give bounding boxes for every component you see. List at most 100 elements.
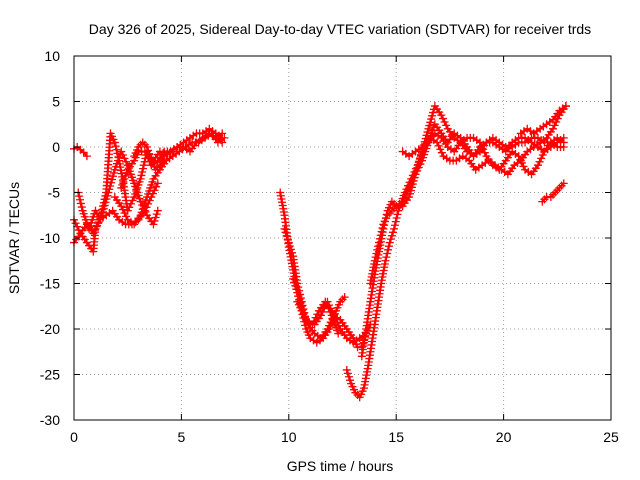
- data-point: [392, 213, 401, 222]
- data-point: [120, 154, 129, 163]
- data-point: [145, 149, 154, 158]
- data-point: [153, 206, 162, 215]
- data-point: [110, 138, 119, 147]
- data-point: [118, 150, 127, 159]
- data-point: [76, 195, 85, 204]
- data-point: [292, 285, 301, 294]
- data-point: [98, 202, 107, 211]
- data-point: [112, 145, 121, 154]
- x-tick-label: 5: [178, 429, 186, 445]
- data-point: [375, 238, 384, 247]
- data-point: [93, 221, 102, 230]
- data-point: [391, 217, 400, 226]
- data-point: [82, 152, 91, 161]
- y-tick-label: 5: [52, 94, 60, 110]
- data-point: [384, 245, 393, 254]
- y-tick-label: -30: [40, 412, 60, 428]
- data-point: [436, 145, 445, 154]
- data-point: [96, 212, 105, 221]
- data-point: [437, 111, 446, 120]
- series-morning-f: [130, 129, 227, 174]
- data-point: [281, 228, 290, 237]
- grid-lines: [74, 56, 611, 420]
- data-point: [480, 148, 489, 157]
- data-point: [382, 253, 391, 262]
- data-point: [376, 231, 385, 240]
- data-point: [118, 205, 127, 214]
- data-point: [149, 220, 158, 229]
- data-point: [100, 195, 109, 204]
- data-point: [371, 253, 380, 262]
- data-point: [286, 245, 295, 254]
- data-point: [370, 256, 379, 265]
- data-point: [218, 129, 227, 138]
- data-point: [144, 146, 153, 155]
- y-tick-label: 0: [52, 139, 60, 155]
- x-tick-label: 25: [603, 429, 619, 445]
- data-point: [77, 203, 86, 212]
- data-point: [325, 321, 334, 330]
- data-point: [284, 238, 293, 247]
- data-point: [71, 219, 80, 228]
- data-point: [143, 143, 152, 151]
- data-point: [559, 179, 568, 188]
- data-point: [440, 117, 449, 126]
- series-late-c: [538, 179, 568, 206]
- data-point: [383, 249, 392, 258]
- data-point: [218, 138, 227, 147]
- data-point: [285, 241, 294, 250]
- data-point: [442, 121, 451, 130]
- data-point: [326, 318, 335, 327]
- data-point: [120, 208, 129, 217]
- data-point: [152, 182, 161, 191]
- data-point: [328, 314, 337, 323]
- data-point: [374, 242, 383, 251]
- chart-title: Day 326 of 2025, Sidereal Day-to-day VTE…: [89, 21, 591, 37]
- data-point: [550, 121, 559, 130]
- data-point: [377, 227, 386, 236]
- data-point: [328, 307, 337, 316]
- data-point: [283, 235, 292, 244]
- y-tick-label: -25: [40, 367, 60, 383]
- data-point: [313, 310, 322, 319]
- data-point: [438, 114, 447, 123]
- data-point: [384, 242, 393, 251]
- y-tick-label: 10: [44, 48, 60, 64]
- data-point: [514, 152, 523, 161]
- data-point: [535, 157, 544, 166]
- data-point: [346, 376, 355, 385]
- data-point: [519, 162, 528, 171]
- data-point: [111, 142, 120, 151]
- data-point: [282, 231, 291, 240]
- axis-ticks: 0 5 10 15 20 25 10 5 0 -5 -10 -15 -20 -25 -30: [40, 48, 619, 445]
- data-point: [113, 149, 122, 158]
- data-point: [517, 158, 526, 167]
- data-point: [387, 231, 396, 240]
- data-point: [73, 222, 82, 231]
- data-point: [372, 249, 381, 258]
- data-point: [99, 198, 108, 207]
- data-point: [122, 212, 131, 221]
- data-point: [559, 138, 568, 147]
- x-tick-label: 15: [388, 429, 404, 445]
- data-point: [386, 235, 395, 244]
- data-point: [437, 148, 446, 157]
- data-point: [475, 138, 484, 147]
- data-point: [288, 248, 297, 257]
- x-tick-label: 10: [281, 429, 297, 445]
- data-point: [126, 199, 135, 208]
- x-axis-label: GPS time / hours: [287, 458, 394, 474]
- data-point: [138, 168, 147, 177]
- data-point: [323, 297, 332, 306]
- data-point: [74, 226, 83, 235]
- data-point: [299, 310, 308, 319]
- data-point: [297, 306, 306, 315]
- data-point: [325, 301, 334, 310]
- data-point: [125, 203, 134, 212]
- data-point: [146, 153, 155, 162]
- y-tick-label: -5: [48, 185, 61, 201]
- data-point: [75, 192, 84, 201]
- data-point: [385, 238, 394, 247]
- data-point: [136, 197, 145, 206]
